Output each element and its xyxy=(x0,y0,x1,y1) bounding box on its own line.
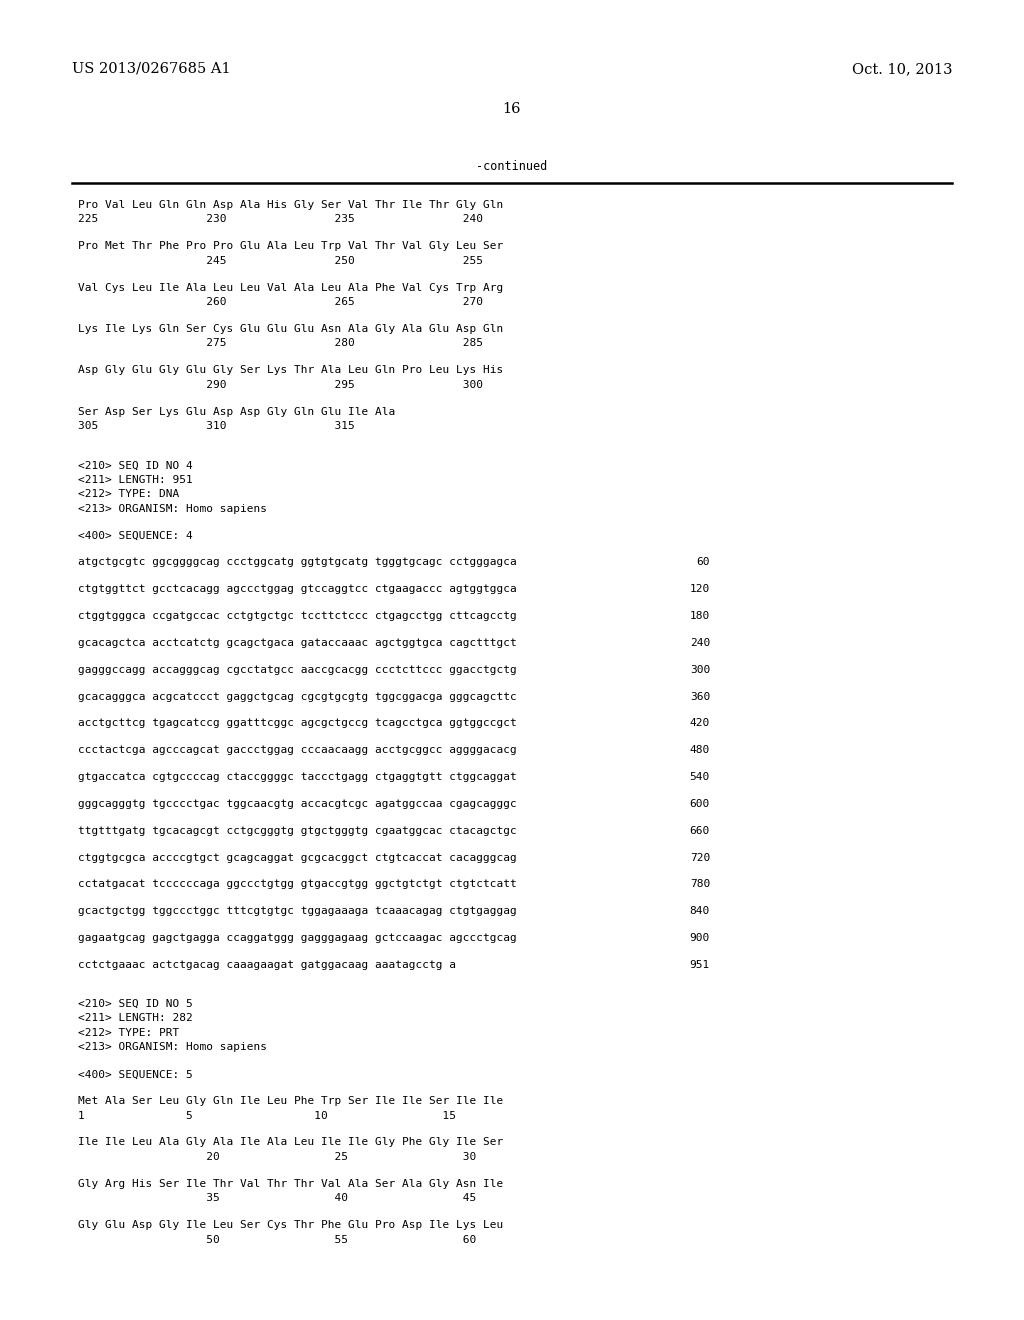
Text: 540: 540 xyxy=(690,772,710,781)
Text: Asp Gly Glu Gly Glu Gly Ser Lys Thr Ala Leu Gln Pro Leu Lys His: Asp Gly Glu Gly Glu Gly Ser Lys Thr Ala … xyxy=(78,366,503,375)
Text: 360: 360 xyxy=(690,692,710,701)
Text: gagaatgcag gagctgagga ccaggatggg gagggagaag gctccaagac agccctgcag: gagaatgcag gagctgagga ccaggatggg gagggag… xyxy=(78,933,517,942)
Text: 1               5                  10                 15: 1 5 10 15 xyxy=(78,1110,456,1121)
Text: <213> ORGANISM: Homo sapiens: <213> ORGANISM: Homo sapiens xyxy=(78,1043,267,1052)
Text: Lys Ile Lys Gln Ser Cys Glu Glu Glu Asn Ala Gly Ala Glu Asp Gln: Lys Ile Lys Gln Ser Cys Glu Glu Glu Asn … xyxy=(78,323,503,334)
Text: 275                280                285: 275 280 285 xyxy=(78,338,483,348)
Text: 300: 300 xyxy=(690,665,710,675)
Text: <210> SEQ ID NO 5: <210> SEQ ID NO 5 xyxy=(78,999,193,1008)
Text: Ser Asp Ser Lys Glu Asp Asp Gly Gln Glu Ile Ala: Ser Asp Ser Lys Glu Asp Asp Gly Gln Glu … xyxy=(78,407,395,417)
Text: ctgtggttct gcctcacagg agccctggag gtccaggtcc ctgaagaccc agtggtggca: ctgtggttct gcctcacagg agccctggag gtccagg… xyxy=(78,585,517,594)
Text: 480: 480 xyxy=(690,746,710,755)
Text: Gly Glu Asp Gly Ile Leu Ser Cys Thr Phe Glu Pro Asp Ile Lys Leu: Gly Glu Asp Gly Ile Leu Ser Cys Thr Phe … xyxy=(78,1220,503,1230)
Text: 240: 240 xyxy=(690,638,710,648)
Text: Oct. 10, 2013: Oct. 10, 2013 xyxy=(852,62,952,77)
Text: ctggtgcgca accccgtgct gcagcaggat gcgcacggct ctgtcaccat cacagggcag: ctggtgcgca accccgtgct gcagcaggat gcgcacg… xyxy=(78,853,517,862)
Text: 245                250                255: 245 250 255 xyxy=(78,256,483,265)
Text: gcactgctgg tggccctggc tttcgtgtgc tggagaaaga tcaaacagag ctgtgaggag: gcactgctgg tggccctggc tttcgtgtgc tggagaa… xyxy=(78,906,517,916)
Text: <400> SEQUENCE: 5: <400> SEQUENCE: 5 xyxy=(78,1069,193,1080)
Text: gggcagggtg tgcccctgac tggcaacgtg accacgtcgc agatggccaa cgagcagggc: gggcagggtg tgcccctgac tggcaacgtg accacgt… xyxy=(78,799,517,809)
Text: 951: 951 xyxy=(690,960,710,970)
Text: 180: 180 xyxy=(690,611,710,622)
Text: <212> TYPE: PRT: <212> TYPE: PRT xyxy=(78,1028,179,1038)
Text: 600: 600 xyxy=(690,799,710,809)
Text: ctggtgggca ccgatgccac cctgtgctgc tccttctccc ctgagcctgg cttcagcctg: ctggtgggca ccgatgccac cctgtgctgc tccttct… xyxy=(78,611,517,622)
Text: <211> LENGTH: 951: <211> LENGTH: 951 xyxy=(78,475,193,484)
Text: 120: 120 xyxy=(690,585,710,594)
Text: Val Cys Leu Ile Ala Leu Leu Val Ala Leu Ala Phe Val Cys Trp Arg: Val Cys Leu Ile Ala Leu Leu Val Ala Leu … xyxy=(78,282,503,293)
Text: US 2013/0267685 A1: US 2013/0267685 A1 xyxy=(72,62,230,77)
Text: gcacagctca acctcatctg gcagctgaca gataccaaac agctggtgca cagctttgct: gcacagctca acctcatctg gcagctgaca gatacca… xyxy=(78,638,517,648)
Text: Ile Ile Leu Ala Gly Ala Ile Ala Leu Ile Ile Gly Phe Gly Ile Ser: Ile Ile Leu Ala Gly Ala Ile Ala Leu Ile … xyxy=(78,1138,503,1147)
Text: <212> TYPE: DNA: <212> TYPE: DNA xyxy=(78,490,179,499)
Text: 900: 900 xyxy=(690,933,710,942)
Text: -continued: -continued xyxy=(476,160,548,173)
Text: 420: 420 xyxy=(690,718,710,729)
Text: gcacagggca acgcatccct gaggctgcag cgcgtgcgtg tggcggacga gggcagcttc: gcacagggca acgcatccct gaggctgcag cgcgtgc… xyxy=(78,692,517,701)
Text: 260                265                270: 260 265 270 xyxy=(78,297,483,308)
Text: <400> SEQUENCE: 4: <400> SEQUENCE: 4 xyxy=(78,531,193,541)
Text: 16: 16 xyxy=(503,102,521,116)
Text: Pro Met Thr Phe Pro Pro Glu Ala Leu Trp Val Thr Val Gly Leu Ser: Pro Met Thr Phe Pro Pro Glu Ala Leu Trp … xyxy=(78,242,503,251)
Text: 20                 25                 30: 20 25 30 xyxy=(78,1152,476,1162)
Text: 780: 780 xyxy=(690,879,710,890)
Text: cctctgaaac actctgacag caaagaagat gatggacaag aaatagcctg a: cctctgaaac actctgacag caaagaagat gatggac… xyxy=(78,960,456,970)
Text: 305                310                315: 305 310 315 xyxy=(78,421,354,432)
Text: acctgcttcg tgagcatccg ggatttcggc agcgctgccg tcagcctgca ggtggccgct: acctgcttcg tgagcatccg ggatttcggc agcgctg… xyxy=(78,718,517,729)
Text: <213> ORGANISM: Homo sapiens: <213> ORGANISM: Homo sapiens xyxy=(78,504,267,513)
Text: Gly Arg His Ser Ile Thr Val Thr Thr Val Ala Ser Ala Gly Asn Ile: Gly Arg His Ser Ile Thr Val Thr Thr Val … xyxy=(78,1179,503,1189)
Text: <211> LENGTH: 282: <211> LENGTH: 282 xyxy=(78,1014,193,1023)
Text: <210> SEQ ID NO 4: <210> SEQ ID NO 4 xyxy=(78,461,193,470)
Text: 720: 720 xyxy=(690,853,710,862)
Text: ccctactcga agcccagcat gaccctggag cccaacaagg acctgcggcc aggggacacg: ccctactcga agcccagcat gaccctggag cccaaca… xyxy=(78,746,517,755)
Text: cctatgacat tccccccaga ggccctgtgg gtgaccgtgg ggctgtctgt ctgtctcatt: cctatgacat tccccccaga ggccctgtgg gtgaccg… xyxy=(78,879,517,890)
Text: atgctgcgtc ggcggggcag ccctggcatg ggtgtgcatg tgggtgcagc cctgggagca: atgctgcgtc ggcggggcag ccctggcatg ggtgtgc… xyxy=(78,557,517,568)
Text: 660: 660 xyxy=(690,826,710,836)
Text: 290                295                300: 290 295 300 xyxy=(78,380,483,389)
Text: 50                 55                 60: 50 55 60 xyxy=(78,1234,476,1245)
Text: 225                230                235                240: 225 230 235 240 xyxy=(78,214,483,224)
Text: 35                 40                 45: 35 40 45 xyxy=(78,1193,476,1204)
Text: Pro Val Leu Gln Gln Asp Ala His Gly Ser Val Thr Ile Thr Gly Gln: Pro Val Leu Gln Gln Asp Ala His Gly Ser … xyxy=(78,201,503,210)
Text: gtgaccatca cgtgccccag ctaccggggc taccctgagg ctgaggtgtt ctggcaggat: gtgaccatca cgtgccccag ctaccggggc taccctg… xyxy=(78,772,517,781)
Text: ttgtttgatg tgcacagcgt cctgcgggtg gtgctgggtg cgaatggcac ctacagctgc: ttgtttgatg tgcacagcgt cctgcgggtg gtgctgg… xyxy=(78,826,517,836)
Text: 60: 60 xyxy=(696,557,710,568)
Text: gagggccagg accagggcag cgcctatgcc aaccgcacgg ccctcttccc ggacctgctg: gagggccagg accagggcag cgcctatgcc aaccgca… xyxy=(78,665,517,675)
Text: 840: 840 xyxy=(690,906,710,916)
Text: Met Ala Ser Leu Gly Gln Ile Leu Phe Trp Ser Ile Ile Ser Ile Ile: Met Ala Ser Leu Gly Gln Ile Leu Phe Trp … xyxy=(78,1096,503,1106)
